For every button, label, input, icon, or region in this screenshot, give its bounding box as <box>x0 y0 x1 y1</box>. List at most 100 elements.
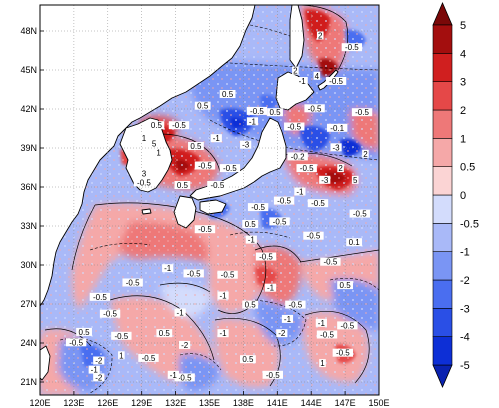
contour-label: -0.5 <box>246 106 268 116</box>
svg-text:5: 5 <box>152 139 157 148</box>
svg-text:-0.5: -0.5 <box>273 217 287 226</box>
svg-text:0.5: 0.5 <box>242 355 254 364</box>
lon-tick-label: 150E <box>368 398 389 408</box>
shikoku-island <box>199 199 227 215</box>
contour-label: -0.5 <box>303 231 324 241</box>
svg-text:-3: -3 <box>242 141 250 150</box>
lat-tick-label: 36N <box>20 182 37 192</box>
contour-label: 2 <box>292 66 299 76</box>
contour-label: 5 <box>150 139 158 148</box>
colorbar-level-label: 5 <box>460 20 466 32</box>
svg-text:-1: -1 <box>170 371 178 380</box>
contour-label: -0.5 <box>349 209 370 219</box>
svg-text:-2: -2 <box>95 357 103 366</box>
svg-text:0.5: 0.5 <box>159 329 171 338</box>
contour-label: 4 <box>313 71 321 81</box>
lon-tick-label: 138E <box>233 398 254 408</box>
contour-label: -0.5 <box>255 252 277 262</box>
svg-text:-0.5: -0.5 <box>93 293 107 302</box>
svg-text:2: 2 <box>363 150 368 159</box>
colorbar-level-label: 0 <box>460 190 466 202</box>
svg-text:-1: -1 <box>284 315 292 324</box>
contour-label: -0.5 <box>122 278 143 288</box>
colorbar-level-label: -5 <box>460 360 470 372</box>
svg-text:-1: -1 <box>91 366 99 375</box>
svg-text:-1: -1 <box>299 77 307 86</box>
contour-label: 0.5 <box>219 90 236 99</box>
svg-text:-0.5: -0.5 <box>221 271 235 280</box>
colorbar-low-arrow <box>432 364 453 389</box>
colorbar-level-label: -2 <box>460 275 470 287</box>
contour-label: -2 <box>179 340 191 350</box>
contour-label: -3 <box>330 143 342 152</box>
contour-label: -1 <box>210 134 222 143</box>
contour-label: 0.5 <box>242 300 259 310</box>
contour-label: 0.5 <box>174 181 191 190</box>
svg-text:4: 4 <box>315 72 320 81</box>
contour-label-layer: 2-0.52-14-0.50.5-0.5 0.50.5 -0.5 -0.5-0.50.… <box>65 31 373 382</box>
axis-ticks <box>39 30 380 395</box>
svg-text:-0.5: -0.5 <box>172 121 186 130</box>
svg-text:0.5: 0.5 <box>269 108 281 117</box>
lon-tick-label: 123E <box>63 398 84 408</box>
contour-label: -0.5 <box>65 338 87 347</box>
lon-tick-label: 135E <box>199 398 220 408</box>
lat-tick-label: 27N <box>20 299 37 309</box>
contour-label: -0.1 <box>326 123 348 133</box>
colorbar-segment <box>432 24 453 54</box>
contour-label: -0.5 <box>320 257 341 267</box>
contour-label: 1 <box>118 351 125 360</box>
contour-label: -1 <box>264 283 277 293</box>
svg-text:-0.5: -0.5 <box>345 43 359 52</box>
contour-label: -0.5 <box>194 225 216 234</box>
colorbar-level-label: 1 <box>460 133 466 145</box>
svg-text:-0.5: -0.5 <box>355 108 369 117</box>
contour-label: 3 <box>140 169 148 178</box>
longitude-tick-labels: 120E 123E 126E 129E 132E 135E 138E 141E 144E 147E… <box>29 398 389 408</box>
contour-label: 0.5 <box>240 355 256 364</box>
svg-text:-0.5: -0.5 <box>287 123 301 132</box>
svg-text:0.5: 0.5 <box>245 220 257 229</box>
contour-label: -0.5 <box>307 199 329 208</box>
svg-text:-1: -1 <box>213 134 221 143</box>
lat-tick-label: 39N <box>20 143 37 153</box>
contour-label: -2 <box>93 373 105 382</box>
contour-label: 0.5 <box>242 220 259 229</box>
svg-text:-1: -1 <box>219 329 227 338</box>
contour-label: 0.5 <box>148 121 165 130</box>
svg-text:5: 5 <box>353 176 358 185</box>
svg-text:-0.5: -0.5 <box>103 310 117 319</box>
sakhalin-island <box>289 5 305 69</box>
svg-text:-0.5: -0.5 <box>300 164 314 173</box>
contour-label: -0.5 <box>284 122 305 132</box>
svg-text:-0.5: -0.5 <box>198 162 212 171</box>
svg-text:-0.5: -0.5 <box>250 107 264 116</box>
svg-text:-1: -1 <box>177 308 185 317</box>
kyushu-island <box>173 195 197 229</box>
svg-text:-1: -1 <box>249 117 257 126</box>
map-plot-area: 2-0.52-14-0.50.5-0.5 0.50.5 -0.5 -0.5-0.50.… <box>40 5 379 395</box>
contour-label: -0.5 <box>351 108 373 117</box>
latitude-tick-labels: 21N 24N 27N 30N 33N 36N 39N 42N 45N 48N <box>20 26 37 387</box>
svg-text:0.5: 0.5 <box>177 181 189 190</box>
svg-text:-0.5: -0.5 <box>137 178 151 187</box>
colorbar-level-label: 3 <box>460 77 466 89</box>
contour-label: -3 <box>240 140 252 150</box>
contour-label: 0.1 <box>346 238 363 247</box>
contour-label: 2 <box>362 149 369 159</box>
lat-tick-label: 45N <box>20 65 37 75</box>
contour-label: -0.5 <box>99 309 121 319</box>
contour-label: -1 <box>217 291 229 301</box>
svg-text:-0.5: -0.5 <box>320 331 334 340</box>
contour-label: -0.5 <box>89 292 111 302</box>
contour-label: -0.5 <box>174 373 195 382</box>
lon-tick-label: 132E <box>165 398 186 408</box>
contour-label: 0.5 <box>337 281 353 290</box>
svg-text:3: 3 <box>142 169 147 178</box>
svg-text:-1: -1 <box>267 284 275 293</box>
svg-text:-0.5: -0.5 <box>259 253 273 262</box>
svg-text:-0.5: -0.5 <box>308 104 322 113</box>
contour-label: 1 <box>319 359 326 368</box>
contour-label: -0.5 <box>296 164 317 173</box>
svg-text:-0.5: -0.5 <box>329 77 343 86</box>
